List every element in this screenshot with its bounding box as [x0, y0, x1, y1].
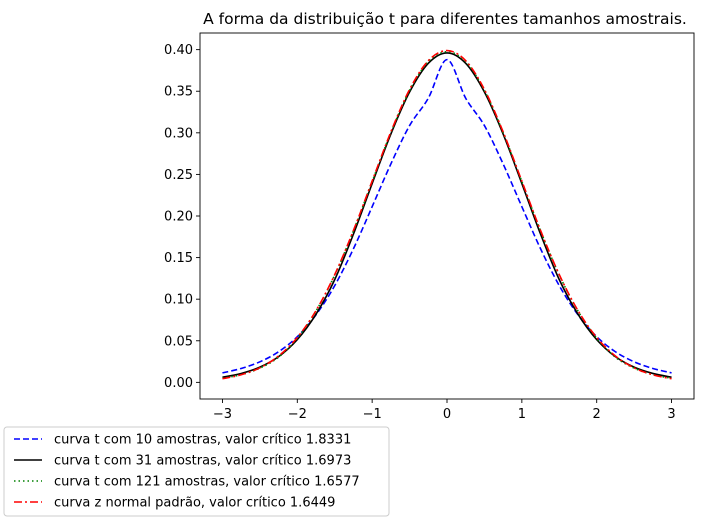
series-line-3 — [222, 49, 672, 380]
axes: −3 −2 −1 0 1 2 3 0.00 0.05 0.10 0.15 0.20 0.25 0.30 0.… — [164, 32, 695, 422]
y-tick-label: 0.25 — [164, 168, 193, 183]
plot-frame — [199, 32, 695, 400]
series-line-1 — [222, 52, 672, 378]
y-tick-label: 0.30 — [164, 126, 193, 141]
y-tick-label: 0.00 — [164, 376, 193, 391]
x-tick-label: −2 — [288, 407, 307, 422]
x-tick-label: −3 — [213, 407, 232, 422]
x-tick-label: 3 — [667, 407, 675, 422]
x-tick-label: 0 — [443, 407, 451, 422]
series-line-2 — [222, 50, 672, 380]
x-tick-label: 1 — [518, 407, 526, 422]
series-line-0 — [222, 58, 672, 374]
y-tick-label: 0.10 — [164, 293, 193, 308]
y-tick-label: 0.05 — [164, 334, 193, 349]
legend-label-0: curva t com 10 amostras, valor crítico 1… — [54, 433, 351, 448]
y-tick-label: 0.20 — [164, 210, 193, 225]
legend-label-1: curva t com 31 amostras, valor crítico 1… — [54, 454, 351, 469]
legend: curva t com 10 amostras, valor crítico 1… — [3, 426, 390, 517]
y-tick-label: 0.35 — [164, 85, 193, 100]
y-tick-label: 0.15 — [164, 251, 193, 266]
chart-title: A forma da distribuição t para diferente… — [203, 10, 687, 28]
legend-label-2: curva t com 121 amostras, valor crítico … — [54, 475, 360, 490]
plot-area — [222, 49, 672, 380]
x-tick-label: −1 — [363, 407, 382, 422]
legend-label-3: curva z normal padrão, valor crítico 1.6… — [54, 496, 335, 511]
legend-box — [3, 426, 390, 517]
y-tick-label: 0.40 — [164, 43, 193, 58]
x-tick-label: 2 — [593, 407, 601, 422]
